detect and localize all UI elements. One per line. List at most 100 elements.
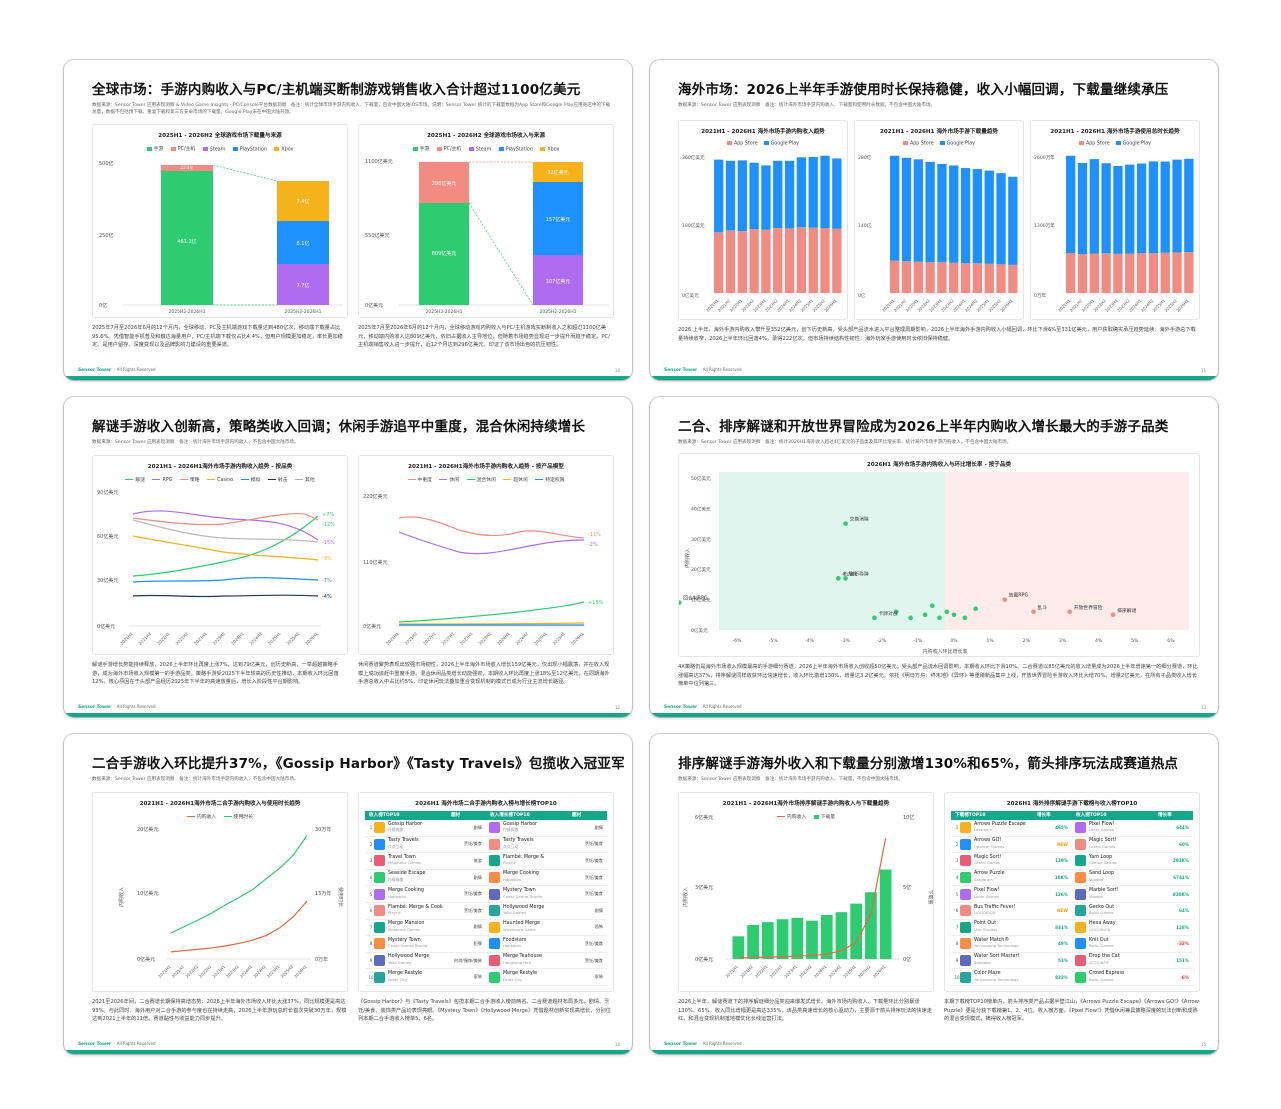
game-name[interactable]: Marble Sort! Voodoo: [1089, 888, 1119, 899]
tag: 烹饪/美食: [584, 940, 603, 946]
panel-title: 2021H1 - 2026H1海外市场手游内购收入趋势 - 按产品模型: [408, 464, 564, 470]
legend-item: 下载量: [813, 813, 835, 820]
game-name[interactable]: Travel Town Magmatic Games: [388, 854, 422, 866]
bar-googleplay: [996, 173, 1006, 265]
legend-item: 特定权限: [535, 476, 564, 483]
game-name[interactable]: Pixel Flow! Loom Games: [1089, 821, 1115, 833]
game-icon: [960, 971, 971, 983]
game-name[interactable]: Arrows Puzzle Escape Lessmore: [974, 821, 1026, 833]
game-name[interactable]: Magic Sort! Grand Games: [1089, 838, 1117, 849]
y-tick-right: 10亿: [903, 814, 914, 821]
game-icon: [1075, 838, 1086, 850]
game-name[interactable]: Gossip Harbor 柠檬微趣: [388, 821, 423, 833]
game-name[interactable]: Mystery Town Cedar Games Studio: [388, 937, 428, 949]
x-axis-label: 内购收入环比增长率: [922, 648, 967, 655]
y-tick: 110亿美元: [363, 559, 388, 566]
change-label: -12%: [322, 522, 335, 528]
game-name[interactable]: Drop the Cat ACTIONFIT: [1089, 954, 1120, 966]
game-name[interactable]: Color Maze Youyoutang Technology: [974, 971, 1019, 982]
bar-downloads: [835, 912, 848, 959]
game-name[interactable]: Hollywood Merge Yalla Games: [388, 954, 430, 966]
game-name[interactable]: Merge Cooking Happibits: [503, 871, 539, 883]
game-name[interactable]: Magic Sort! Grand Games: [974, 854, 1002, 866]
tag: 恐怖: [594, 924, 603, 930]
y-tick: 10亿美元: [691, 597, 711, 604]
stacked-bar-chart: 2600万年 1300万年 0万年 2021H12021H22022H12022H22…: [1034, 154, 1194, 313]
game-name[interactable]: Haunted Merge Whalecorp Game: [503, 921, 541, 932]
legend: 中重度 休闲 混合休闲 超休闲 特定权限: [359, 476, 613, 483]
tag: 剧情: [594, 824, 603, 830]
rank: 9: [369, 958, 373, 964]
game-name[interactable]: Arrows GO! Oakever Games: [974, 838, 1005, 849]
game-name[interactable]: Point Out Lion Studios: [974, 921, 998, 932]
y-tick: 180亿美元: [682, 222, 705, 229]
game-name[interactable]: Merge Restyle Poker City: [503, 971, 538, 982]
y-tick: 1100亿美元: [365, 158, 393, 165]
game-name[interactable]: Seaside Escape 柠檬微趣: [388, 871, 426, 883]
description-right: 休闲赛道聚势表现出较强市场韧性，2026上半年海外市场收入增长159亿美元，仅出…: [358, 662, 610, 686]
game-name[interactable]: Flambé: Merge & Playrix: [503, 854, 545, 866]
game-name[interactable]: Merge Teahouse Hongkong Heli: [503, 954, 542, 966]
game-name[interactable]: Hollywood Merge Yalla Games: [503, 904, 545, 916]
game-name[interactable]: Yarn Loop Combo Games: [1089, 854, 1117, 866]
bar-googleplay: [1136, 163, 1147, 253]
scatter-point: [679, 600, 682, 605]
sort-trend-panel: 2021H1 - 2026H1海外市场排序解谜手游内购收入与下载量趋势 内购收入…: [678, 792, 934, 992]
bar-appstore: [714, 232, 724, 293]
game-name[interactable]: Bus Traffic Fever! GOGORIOD: [974, 904, 1016, 916]
legend-item: RPG: [152, 478, 172, 483]
game-name[interactable]: Water Match® Youyoutang Technology: [974, 937, 1019, 949]
series-midcore: [398, 516, 585, 539]
table-row: 2 Arrows GO! Oakever Games NEW Magic Sort…: [951, 837, 1193, 854]
tag: 家装: [473, 974, 482, 980]
x-ticks: 2021H12021H22022H12022H22023H12023H22024…: [705, 298, 838, 313]
game-name[interactable]: Pixel Flow! Loom Games: [974, 888, 1000, 899]
rank: 4: [955, 875, 959, 881]
game-name[interactable]: Water Sort Master! Bebodoo: [974, 954, 1020, 966]
legend: App Store Google Play: [855, 141, 1023, 147]
tag: 烹饪/美食: [463, 891, 482, 897]
game-icon: [960, 872, 971, 884]
bar-playstation: [277, 221, 329, 264]
y-tick: 0亿美元: [682, 292, 699, 299]
series-playtime: [170, 835, 308, 934]
x-tick: 2025H1: [267, 631, 282, 646]
footer: Sensor Tower · All Rights Reserved: [78, 1041, 156, 1047]
y-tick: 500亿: [99, 160, 114, 167]
game-name[interactable]: Merge Mansion Metacore Games: [388, 921, 425, 932]
legend-item: 混合休闲: [466, 476, 496, 483]
slide-genre-trends: 解谜手游收入创新高，策略类收入回调；休闲手游追平中重度，混合休闲持续增长 数据来…: [64, 397, 632, 717]
bar-googleplay: [714, 159, 724, 233]
bar-appstore: [1148, 253, 1159, 293]
legend-item: 休闲: [439, 476, 459, 483]
game-name[interactable]: Knit Out Rollic Games: [1089, 937, 1114, 949]
scatter-point: [1110, 612, 1116, 618]
x-tick: -6%: [733, 638, 743, 644]
x-tick: 2021H1: [119, 631, 134, 646]
game-name[interactable]: Foodstars Happibits: [503, 937, 527, 949]
game-name[interactable]: Tasty Travels 点点互动: [503, 838, 534, 849]
game-name[interactable]: Arrow Puzzle Easybrain: [974, 871, 1005, 883]
rank: 3: [955, 858, 959, 864]
panel-title: 2021H1 - 2026H1 海外市场手游下载量趋势: [880, 129, 998, 135]
game-name[interactable]: Merge Restyle Poker City: [388, 971, 423, 982]
game-icon: [374, 855, 385, 867]
game-name[interactable]: Gecko Out Rollic Games: [1089, 904, 1115, 916]
bar-googleplay: [1160, 161, 1170, 253]
slide-title: 全球市场：手游内购收入与PC/主机端买断制游戏销售收入合计超过1100亿美元: [92, 82, 581, 98]
game-name[interactable]: Mystery Town Cedar Games Studio: [503, 888, 543, 899]
game-name[interactable]: Crowd Express Rollic Games: [1089, 971, 1125, 982]
legend-item: Google Play: [763, 141, 799, 147]
game-name[interactable]: Sand Loop Voodoo: [1089, 871, 1115, 883]
bar-label: 7.7亿: [297, 282, 310, 289]
tag: 犯罪: [473, 940, 482, 946]
game-name[interactable]: Merge Cooking Happibits: [388, 888, 424, 899]
game-icon: [960, 905, 971, 917]
bar-downloads: [820, 914, 833, 959]
game-name[interactable]: Gossip Harbor 柠檬微趣: [503, 821, 538, 833]
game-name[interactable]: Tasty Travels 点点互动: [388, 838, 419, 849]
game-name[interactable]: Hexa Away GOGORIOD: [1089, 921, 1116, 932]
game-name[interactable]: Flambé: Merge & Cook Playrix: [388, 904, 443, 916]
bar-googleplay: [937, 163, 947, 263]
bar-label: 809亿美元: [432, 250, 457, 257]
